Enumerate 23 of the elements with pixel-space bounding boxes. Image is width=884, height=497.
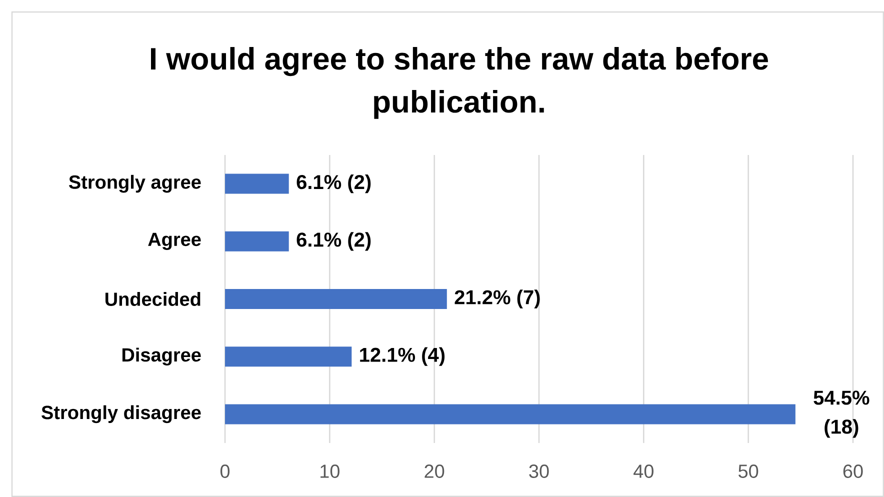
data-label: 54.5% (18) — [814, 390, 870, 438]
x-tick-label: 60 — [843, 464, 863, 478]
y-tick-label: Strongly disagree — [42, 405, 201, 424]
x-tick-label: 0 — [220, 464, 230, 478]
bar — [225, 174, 289, 194]
data-label: 6.1% (2) — [296, 174, 371, 194]
x-tick-label: 40 — [634, 464, 654, 478]
bar — [225, 346, 352, 367]
y-tick-label: Undecided — [105, 292, 200, 306]
data-label: 21.2% (7) — [454, 290, 540, 308]
data-label: 6.1% (2) — [296, 232, 371, 251]
chart-title: I would agree to share the raw data before publication. — [151, 47, 768, 119]
x-tick-label: 20 — [424, 464, 444, 478]
y-tick-label: Agree — [148, 232, 201, 250]
x-tick-label: 10 — [320, 464, 340, 478]
data-label: 12.1% (4) — [360, 347, 445, 366]
y-tick-label: Disagree — [122, 348, 201, 366]
bar — [225, 404, 796, 424]
bar — [225, 231, 289, 252]
x-tick-label: 50 — [738, 464, 758, 478]
bar — [225, 288, 447, 309]
y-tick-label: Strongly agree — [68, 174, 201, 193]
x-tick-label: 30 — [529, 464, 549, 478]
